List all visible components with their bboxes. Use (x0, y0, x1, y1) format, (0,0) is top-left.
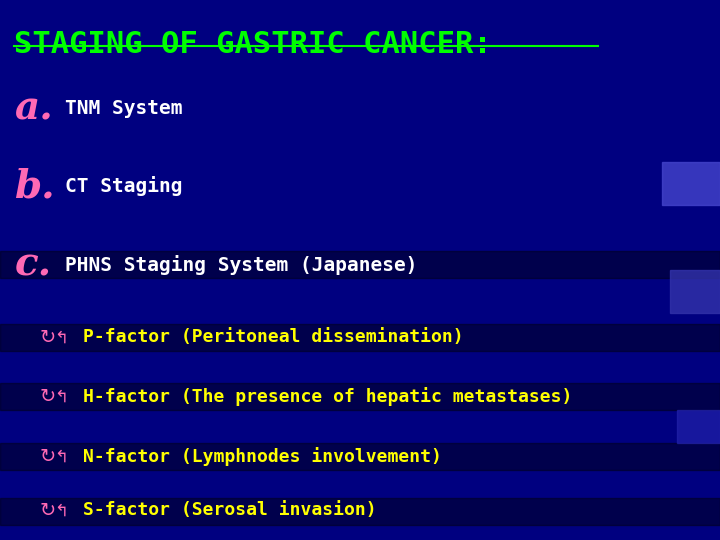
Text: ↻: ↻ (40, 501, 56, 520)
Text: PHNS Staging System (Japanese): PHNS Staging System (Japanese) (65, 254, 418, 275)
Text: S-factor (Serosal invasion): S-factor (Serosal invasion) (83, 501, 377, 519)
Polygon shape (662, 162, 720, 205)
Text: ↰: ↰ (54, 501, 68, 519)
Text: STAGING OF GASTRIC CANCER:: STAGING OF GASTRIC CANCER: (14, 30, 492, 59)
Text: ↻: ↻ (40, 328, 56, 347)
Text: TNM System: TNM System (65, 98, 182, 118)
Text: N-factor (Lymphnodes involvement): N-factor (Lymphnodes involvement) (83, 447, 441, 466)
Bar (0, 498, 720, 525)
Text: b.: b. (14, 167, 55, 205)
Polygon shape (677, 410, 720, 443)
Bar (0, 383, 720, 410)
Text: ↻: ↻ (40, 387, 56, 407)
Text: H-factor (The presence of hepatic metastases): H-factor (The presence of hepatic metast… (83, 387, 572, 407)
Text: ↰: ↰ (54, 328, 68, 347)
Bar (0, 251, 720, 278)
Text: ↰: ↰ (54, 447, 68, 465)
Text: P-factor (Peritoneal dissemination): P-factor (Peritoneal dissemination) (83, 328, 464, 347)
Text: c.: c. (14, 246, 52, 284)
Polygon shape (670, 270, 720, 313)
Text: a.: a. (14, 89, 53, 127)
Text: CT Staging: CT Staging (65, 176, 182, 197)
Text: ↻: ↻ (40, 447, 56, 466)
Bar (0, 324, 720, 351)
Bar (0, 443, 720, 470)
Text: ↰: ↰ (54, 388, 68, 406)
